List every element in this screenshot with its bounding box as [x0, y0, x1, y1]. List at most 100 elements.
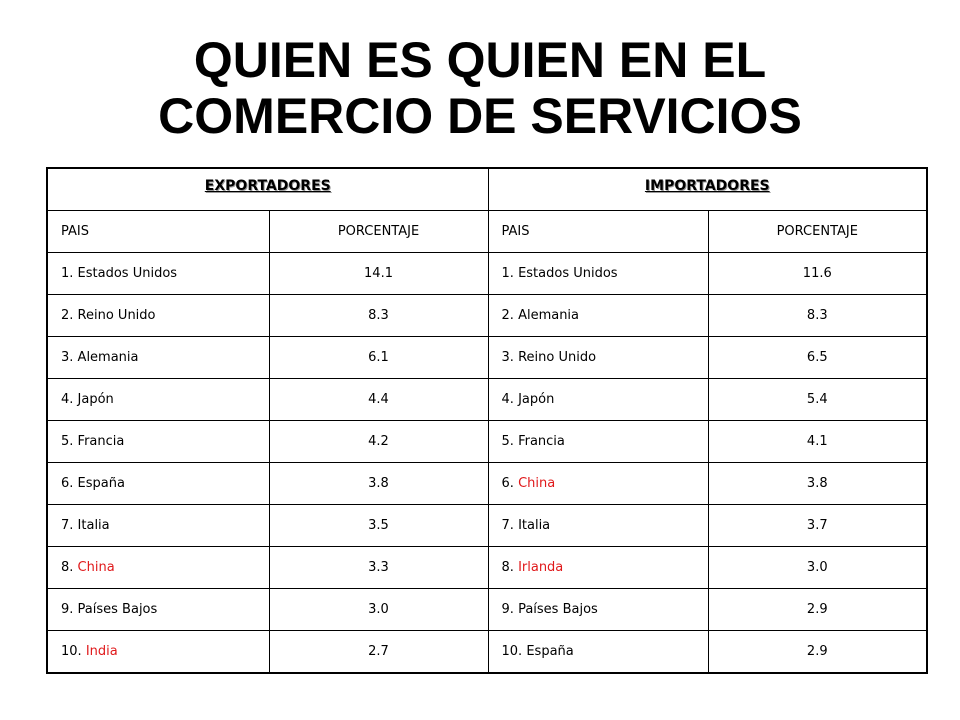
imp-rank: 9. — [501, 601, 514, 617]
exp-rank: 1. — [61, 265, 74, 281]
imp-country-cell: 6. China — [487, 461, 709, 505]
exp-country-name: Países Bajos — [77, 601, 158, 617]
exp-percent-cell: 4.2 — [268, 419, 489, 463]
imp-rank: 3. — [501, 349, 514, 365]
column-header-row: PAIS PORCENTAJE PAIS PORCENTAJE — [46, 209, 928, 253]
exp-country-name: India — [85, 643, 118, 659]
exporters-header: EXPORTADORES — [46, 167, 489, 211]
exp-country-name: Reino Unido — [77, 307, 156, 323]
table-row: 10. India 2.7 10. España 2.9 — [46, 629, 928, 673]
imp-percent-cell: 4.1 — [707, 419, 928, 463]
imp-percent-cell: 5.4 — [707, 377, 928, 421]
imp-rank: 5. — [501, 433, 514, 449]
group-header-row: EXPORTADORES IMPORTADORES — [46, 167, 928, 211]
imp-country-cell: 10. España — [487, 629, 709, 673]
exp-percent-cell: 2.7 — [268, 629, 489, 673]
imp-rank: 8. — [501, 559, 514, 575]
imp-country-name: Irlanda — [518, 559, 564, 575]
exp-percent-cell: 3.5 — [268, 503, 489, 547]
imp-rank: 4. — [501, 391, 514, 407]
exp-percent-cell: 6.1 — [268, 335, 489, 379]
imp-rank: 2. — [501, 307, 514, 323]
imp-country-cell: 9. Países Bajos — [487, 587, 709, 631]
table-row: 9. Países Bajos 3.0 9. Países Bajos 2.9 — [46, 587, 928, 631]
exp-percent-cell: 8.3 — [268, 293, 489, 337]
imp-country-name: China — [518, 475, 556, 491]
table-row: 6. España 3.8 6. China 3.8 — [46, 461, 928, 505]
exp-rank: 5. — [61, 433, 74, 449]
exp-country-cell: 3. Alemania — [46, 335, 270, 379]
imp-rank: 1. — [501, 265, 514, 281]
imp-country-name: Alemania — [518, 307, 580, 323]
imp-country-cell: 1. Estados Unidos — [487, 251, 709, 295]
imp-country-cell: 2. Alemania — [487, 293, 709, 337]
imp-country-name: Estados Unidos — [518, 265, 618, 281]
imp-country-name: Japón — [518, 391, 555, 407]
exp-country-name: China — [77, 559, 115, 575]
exp-rank: 9. — [61, 601, 74, 617]
imp-percent-cell: 8.3 — [707, 293, 928, 337]
exporters-country-header: PAIS — [46, 209, 270, 253]
table-row: 7. Italia 3.5 7. Italia 3.7 — [46, 503, 928, 547]
table-row: 2. Reino Unido 8.3 2. Alemania 8.3 — [46, 293, 928, 337]
importers-country-header: PAIS — [487, 209, 709, 253]
imp-country-name: Francia — [518, 433, 565, 449]
imp-percent-cell: 2.9 — [707, 587, 928, 631]
imp-country-cell: 8. Irlanda — [487, 545, 709, 589]
exp-country-cell: 7. Italia — [46, 503, 270, 547]
imp-country-cell: 4. Japón — [487, 377, 709, 421]
table-row: 8. China 3.3 8. Irlanda 3.0 — [46, 545, 928, 589]
imp-country-cell: 5. Francia — [487, 419, 709, 463]
exp-rank: 6. — [61, 475, 74, 491]
exp-percent-cell: 3.0 — [268, 587, 489, 631]
table-row: 1. Estados Unidos 14.1 1. Estados Unidos 11… — [46, 251, 928, 295]
imp-percent-cell: 11.6 — [707, 251, 928, 295]
exp-country-name: Alemania — [77, 349, 139, 365]
imp-rank: 10. — [501, 643, 523, 659]
imp-country-cell: 3. Reino Unido — [487, 335, 709, 379]
slide-title-line-1: QUIEN ES QUIEN EN EL — [193, 32, 767, 88]
imp-percent-cell: 6.5 — [707, 335, 928, 379]
exp-country-cell: 10. India — [46, 629, 270, 673]
slide-title: QUIEN ES QUIEN EN EL COMERCIO DE SERVICI… — [0, 32, 960, 144]
imp-percent-cell: 2.9 — [707, 629, 928, 673]
imp-country-name: Italia — [518, 517, 551, 533]
exp-country-cell: 8. China — [46, 545, 270, 589]
slide-title-line-2: COMERCIO DE SERVICIOS — [158, 88, 802, 144]
exp-country-name: Francia — [77, 433, 125, 449]
imp-percent-cell: 3.8 — [707, 461, 928, 505]
exp-country-cell: 9. Países Bajos — [46, 587, 270, 631]
exp-rank: 7. — [61, 517, 74, 533]
imp-country-name: Países Bajos — [518, 601, 598, 617]
table-row: 3. Alemania 6.1 3. Reino Unido 6.5 — [46, 335, 928, 379]
exp-country-name: Estados Unidos — [77, 265, 178, 281]
exp-rank: 3. — [61, 349, 74, 365]
importers-percent-header: PORCENTAJE — [707, 209, 928, 253]
imp-rank: 6. — [501, 475, 514, 491]
exp-rank: 8. — [61, 559, 74, 575]
services-trade-table: EXPORTADORES IMPORTADORES PAIS PORCENTAJ… — [46, 167, 929, 674]
exp-country-cell: 2. Reino Unido — [46, 293, 270, 337]
imp-country-cell: 7. Italia — [487, 503, 709, 547]
exporters-percent-header: PORCENTAJE — [268, 209, 489, 253]
exp-country-name: Japón — [77, 391, 114, 407]
exp-country-cell: 4. Japón — [46, 377, 270, 421]
imp-rank: 7. — [501, 517, 514, 533]
table-row: 5. Francia 4.2 5. Francia 4.1 — [46, 419, 928, 463]
exp-percent-cell: 14.1 — [268, 251, 489, 295]
exp-percent-cell: 4.4 — [268, 377, 489, 421]
imp-country-name: Reino Unido — [518, 349, 597, 365]
exp-country-name: Italia — [77, 517, 110, 533]
imp-country-name: España — [526, 643, 574, 659]
exp-country-name: España — [77, 475, 125, 491]
exp-country-cell: 5. Francia — [46, 419, 270, 463]
imp-percent-cell: 3.7 — [707, 503, 928, 547]
exp-rank: 4. — [61, 391, 74, 407]
importers-header: IMPORTADORES — [487, 167, 928, 211]
table-row: 4. Japón 4.4 4. Japón 5.4 — [46, 377, 928, 421]
exp-percent-cell: 3.3 — [268, 545, 489, 589]
exp-rank: 10. — [61, 643, 82, 659]
exp-rank: 2. — [61, 307, 74, 323]
exp-country-cell: 1. Estados Unidos — [46, 251, 270, 295]
exp-percent-cell: 3.8 — [268, 461, 489, 505]
